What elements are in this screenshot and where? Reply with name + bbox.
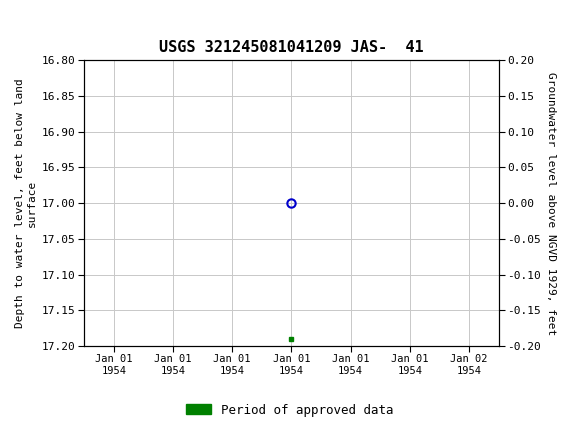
Y-axis label: Depth to water level, feet below land
surface: Depth to water level, feet below land su… <box>15 78 37 328</box>
Legend: Period of approved data: Period of approved data <box>181 399 399 421</box>
Title: USGS 321245081041209 JAS-  41: USGS 321245081041209 JAS- 41 <box>159 40 424 55</box>
Y-axis label: Groundwater level above NGVD 1929, feet: Groundwater level above NGVD 1929, feet <box>546 71 556 335</box>
Text: USGS: USGS <box>44 14 87 31</box>
